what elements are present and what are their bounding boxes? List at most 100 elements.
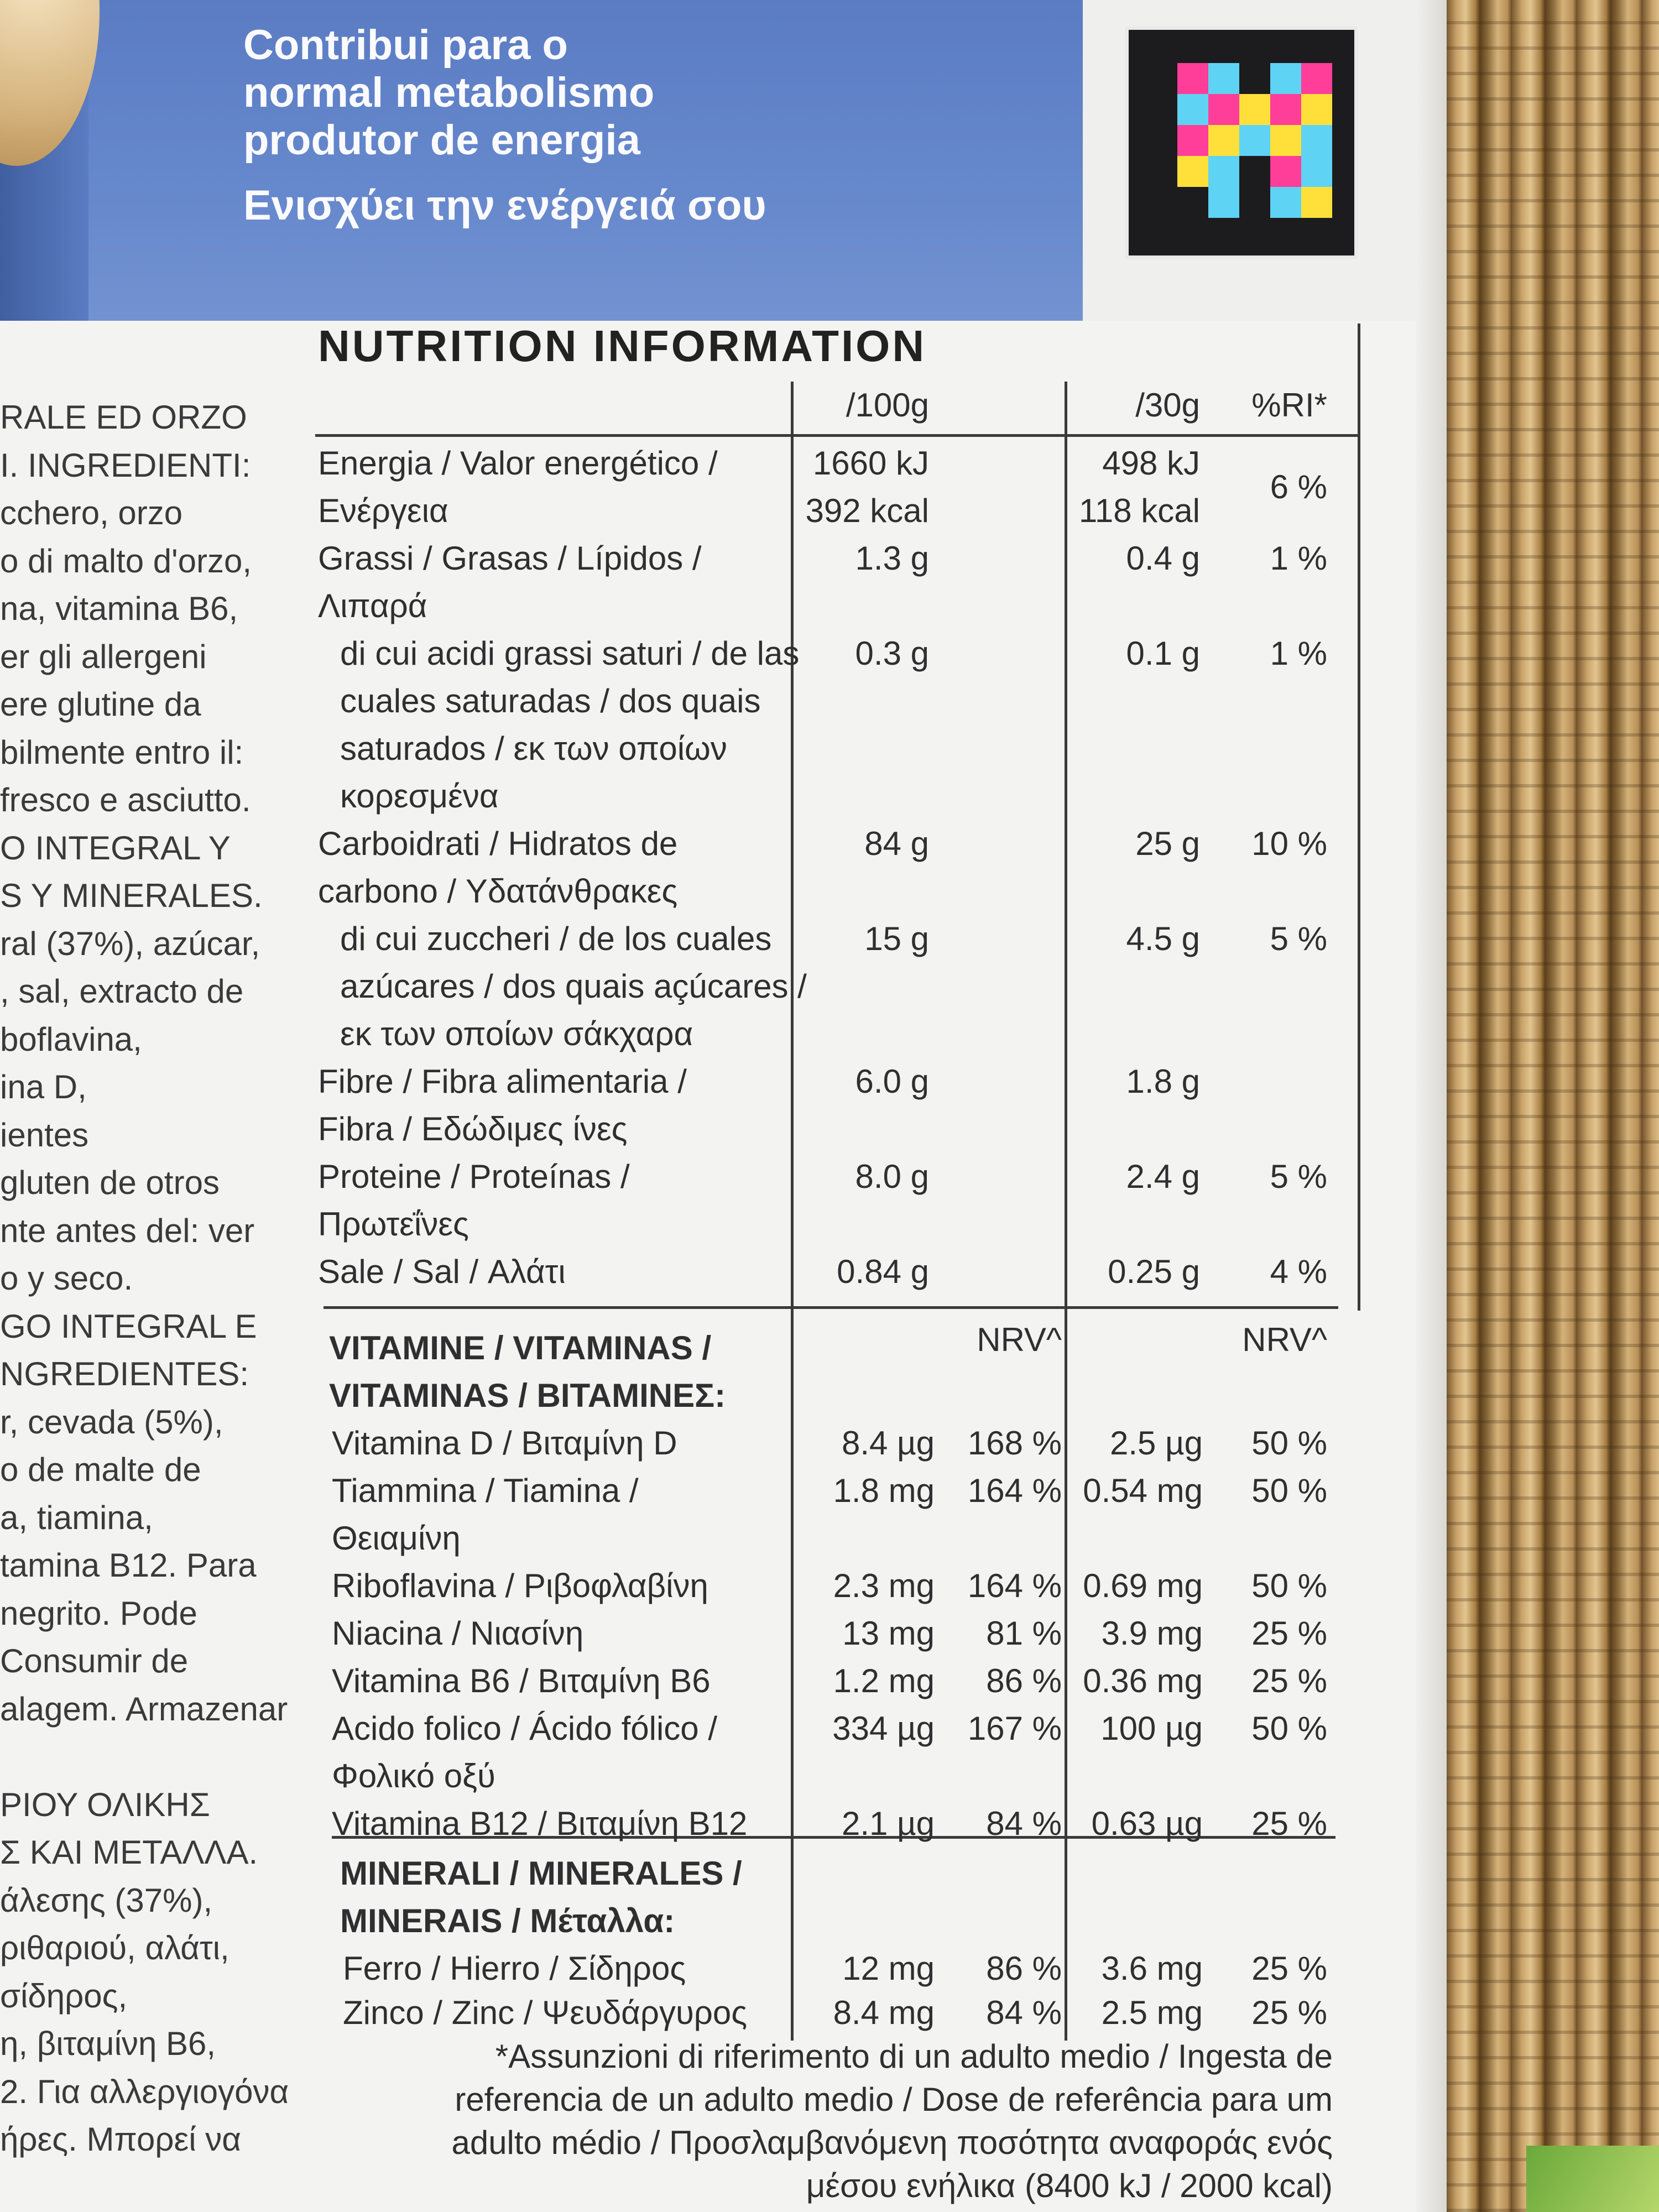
nutrient-label: Πρωτεΐνες xyxy=(318,1206,469,1243)
ingredients-line: negrito. Pode xyxy=(0,1594,197,1632)
vitamin-nrv-30g: 25 % xyxy=(1251,1805,1327,1842)
ingredients-line: o di malto d'orzo, xyxy=(0,542,252,580)
vitamin-label: Vitamina B12 / Βιταμίνη Β12 xyxy=(332,1805,748,1842)
ingredients-line: Consumir de xyxy=(0,1642,189,1679)
ingredients-line: ina D, xyxy=(0,1068,87,1105)
nutrient-label: κορεσμένα xyxy=(340,778,499,815)
nutrient-label: carbono / Υδατάνθρακες xyxy=(318,873,678,910)
ingredients-column: RALE ED ORZO I. INGREDIENTI: cchero, orzo o… xyxy=(0,394,299,2163)
footnote-line-1: *Assunzioni di riferimento di un adulto … xyxy=(495,2038,1333,2075)
nutrient-label: εκ των οποίων σάκχαρα xyxy=(340,1015,693,1052)
ingredients-line: GO INTEGRAL E xyxy=(0,1307,257,1345)
ingredients-line: boflavina, xyxy=(0,1020,142,1058)
vitamin-per-30g: 0.36 mg xyxy=(1083,1662,1203,1699)
table-header-rule xyxy=(315,434,1360,437)
vitamin-per-30g: 100 µg xyxy=(1100,1710,1203,1747)
ingredients-line: O INTEGRAL Y xyxy=(0,829,231,867)
green-object xyxy=(1526,2146,1659,2212)
ingredients-line: o de malte de xyxy=(0,1451,201,1488)
header-ri: %RI* xyxy=(1251,387,1327,424)
mineral-per-100g: 8.4 mg xyxy=(833,1994,935,2031)
nutrient-label: Energia / Valor energético / xyxy=(318,445,718,482)
vitamin-label: Φολικό οξύ xyxy=(332,1757,495,1794)
col-divider-1 xyxy=(791,382,794,2041)
value-per-30g: 0.4 g xyxy=(1126,540,1200,577)
value-ri-percent: 4 % xyxy=(1270,1253,1327,1290)
value-ri-percent: 5 % xyxy=(1270,1158,1327,1195)
vitamin-nrv-30g: 25 % xyxy=(1251,1662,1327,1699)
mineral-per-30g: 3.6 mg xyxy=(1101,1950,1203,1987)
value-ri-percent: 1 % xyxy=(1270,540,1327,577)
vitamin-per-30g: 3.9 mg xyxy=(1101,1615,1203,1652)
vitamin-label: Vitamina B6 / Βιταμίνη Β6 xyxy=(332,1662,711,1699)
minerals-heading: MINERAIS / Μέταλλα: xyxy=(340,1902,675,1939)
header-nrv-30g: NRV^ xyxy=(1242,1321,1327,1358)
vitamin-label: Tiammina / Tiamina / xyxy=(332,1472,639,1509)
ingredients-line: a, tiamina, xyxy=(0,1499,153,1536)
vitamin-per-100g: 334 µg xyxy=(832,1710,935,1747)
box-edge xyxy=(1416,0,1447,2212)
vitamin-nrv-100g: 164 % xyxy=(967,1567,1062,1604)
nutrient-label: Carboidrati / Hidratos de xyxy=(318,825,678,862)
ingredients-line: ral (37%), azúcar, xyxy=(0,925,260,962)
ingredients-line: tamina B12. Para xyxy=(0,1547,257,1584)
vitamin-per-30g: 2.5 µg xyxy=(1109,1425,1203,1462)
value-per-100g: 15 g xyxy=(864,920,929,957)
vitamin-per-30g: 0.54 mg xyxy=(1083,1472,1203,1509)
ingredients-line: er gli allergeni xyxy=(0,638,207,675)
vitamin-per-30g: 0.69 mg xyxy=(1083,1567,1203,1604)
vitamin-nrv-30g: 50 % xyxy=(1251,1710,1327,1747)
banner-line-1: Contribui para o xyxy=(243,22,568,69)
vitamin-nrv-100g: 86 % xyxy=(986,1662,1062,1699)
mineral-nrv-30g: 25 % xyxy=(1251,1994,1327,2031)
ingredients-line: nte antes del: ver xyxy=(0,1212,255,1249)
value-ri-percent: 6 % xyxy=(1270,468,1327,505)
value-per-100g: 1.3 g xyxy=(855,540,929,577)
value-ri-percent: 1 % xyxy=(1270,635,1327,672)
footnote-line-3: adulto médio / Προσλαμβανόμενη ποσότητα … xyxy=(451,2124,1333,2161)
vitamin-label: Vitamina D / Βιταμίνη D xyxy=(332,1425,677,1462)
vitamin-label: Θειαμίνη xyxy=(332,1520,461,1557)
ingredients-line: RALE ED ORZO xyxy=(0,399,247,436)
mineral-per-100g: 12 mg xyxy=(842,1950,935,1987)
table-right-border xyxy=(1358,324,1360,1311)
vitamin-nrv-100g: 81 % xyxy=(986,1615,1062,1652)
ingredients-line: gluten de otros xyxy=(0,1164,220,1201)
value-per-30g: 498 kJ xyxy=(1102,445,1200,482)
value-per-30g: 25 g xyxy=(1135,825,1200,862)
nutrient-label: Fibre / Fibra alimentaria / xyxy=(318,1063,687,1100)
ingredients-line: η, βιταμίνη Β6, xyxy=(0,2025,216,2062)
value-per-30g: 0.1 g xyxy=(1126,635,1200,672)
ingredients-line: , sal, extracto de xyxy=(0,973,244,1010)
blue-banner xyxy=(0,0,1083,321)
ingredients-line: I. INGREDIENTI: xyxy=(0,446,251,484)
vitamin-per-100g: 2.1 µg xyxy=(841,1805,935,1842)
ingredients-line: alagem. Armazenar xyxy=(0,1690,288,1728)
nutrient-label: Proteine / Proteínas / xyxy=(318,1158,630,1195)
ingredients-line: S Y MINERALES. xyxy=(0,877,263,914)
vitamin-nrv-30g: 50 % xyxy=(1251,1425,1327,1462)
nutrient-label: Λιπαρά xyxy=(318,587,427,624)
vitamins-heading: VITAMINAS / ΒΙΤΑΜΙΝΕΣ: xyxy=(329,1377,726,1414)
nutrition-title: NUTRITION INFORMATION xyxy=(318,321,927,371)
ingredients-line: άλεσης (37%), xyxy=(0,1881,213,1919)
banner-line-3: produtor de energia xyxy=(243,117,640,164)
nutrient-label: Grassi / Grasas / Lípidos / xyxy=(318,540,702,577)
header-per-30g: /30g xyxy=(1135,387,1200,424)
vitamin-nrv-100g: 84 % xyxy=(986,1805,1062,1842)
ingredients-line: r, cevada (5%), xyxy=(0,1403,223,1441)
vitamin-nrv-30g: 50 % xyxy=(1251,1567,1327,1604)
value-per-100g: 0.3 g xyxy=(855,635,929,672)
col-divider-2 xyxy=(1065,382,1067,2041)
ingredients-line: Σ ΚΑΙ ΜΕΤΑΛΛΑ. xyxy=(0,1834,258,1871)
bamboo-mat xyxy=(1447,0,1659,2212)
header-nrv-100g: NRV^ xyxy=(977,1321,1062,1358)
value-per-30g: 4.5 g xyxy=(1126,920,1200,957)
value-per-100g: 8.0 g xyxy=(855,1158,929,1195)
ingredients-line: ριθαριού, αλάτι, xyxy=(0,1929,229,1966)
value-per-30g: 1.8 g xyxy=(1126,1063,1200,1100)
vitamin-nrv-30g: 50 % xyxy=(1251,1472,1327,1509)
vitamin-label: Niacina / Νιασίνη xyxy=(332,1615,584,1652)
footnote-line-4: μέσου ενήλικα (8400 kJ / 2000 kcal) xyxy=(806,2167,1333,2204)
nutrient-label: saturados / εκ των οποίων xyxy=(340,730,727,767)
